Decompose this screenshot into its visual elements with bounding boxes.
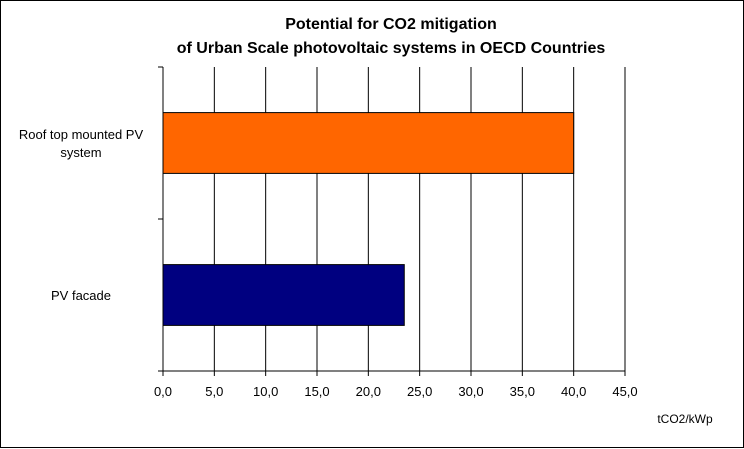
- x-tick-label: 0,0: [154, 384, 172, 399]
- x-tick-label: 40,0: [561, 384, 586, 399]
- x-tick-label: 25,0: [407, 384, 432, 399]
- bar: [162, 112, 575, 174]
- chart-title-line-1: Potential for CO2 mitigation: [285, 16, 497, 33]
- x-tick-label: 35,0: [510, 384, 535, 399]
- category-labels: Roof top mounted PV system PV facade: [19, 127, 144, 303]
- chart-title: Potential for CO2 mitigation of Urban Sc…: [177, 16, 606, 57]
- bar: [162, 264, 405, 326]
- x-tick-label: 20,0: [356, 384, 381, 399]
- x-tick-label: 15,0: [304, 384, 329, 399]
- category-label: PV facade: [51, 288, 111, 303]
- axes: [158, 66, 626, 376]
- x-tick-label: 30,0: [458, 384, 483, 399]
- x-tick-label: 45,0: [612, 384, 637, 399]
- category-label: system: [60, 145, 101, 160]
- x-tick-label: 5,0: [205, 384, 223, 399]
- x-tick-label: 10,0: [253, 384, 278, 399]
- category-label: Roof top mounted PV: [19, 127, 144, 142]
- x-tick-labels: 0,0 5,0 10,0 15,0 20,0 25,0 30,0 35,0 40,0 45,0: [154, 384, 638, 399]
- bars: [162, 112, 575, 326]
- chart-title-line-2: of Urban Scale photovoltaic systems in O…: [177, 40, 606, 57]
- x-axis-unit-label: tCO2/kWp: [657, 412, 713, 426]
